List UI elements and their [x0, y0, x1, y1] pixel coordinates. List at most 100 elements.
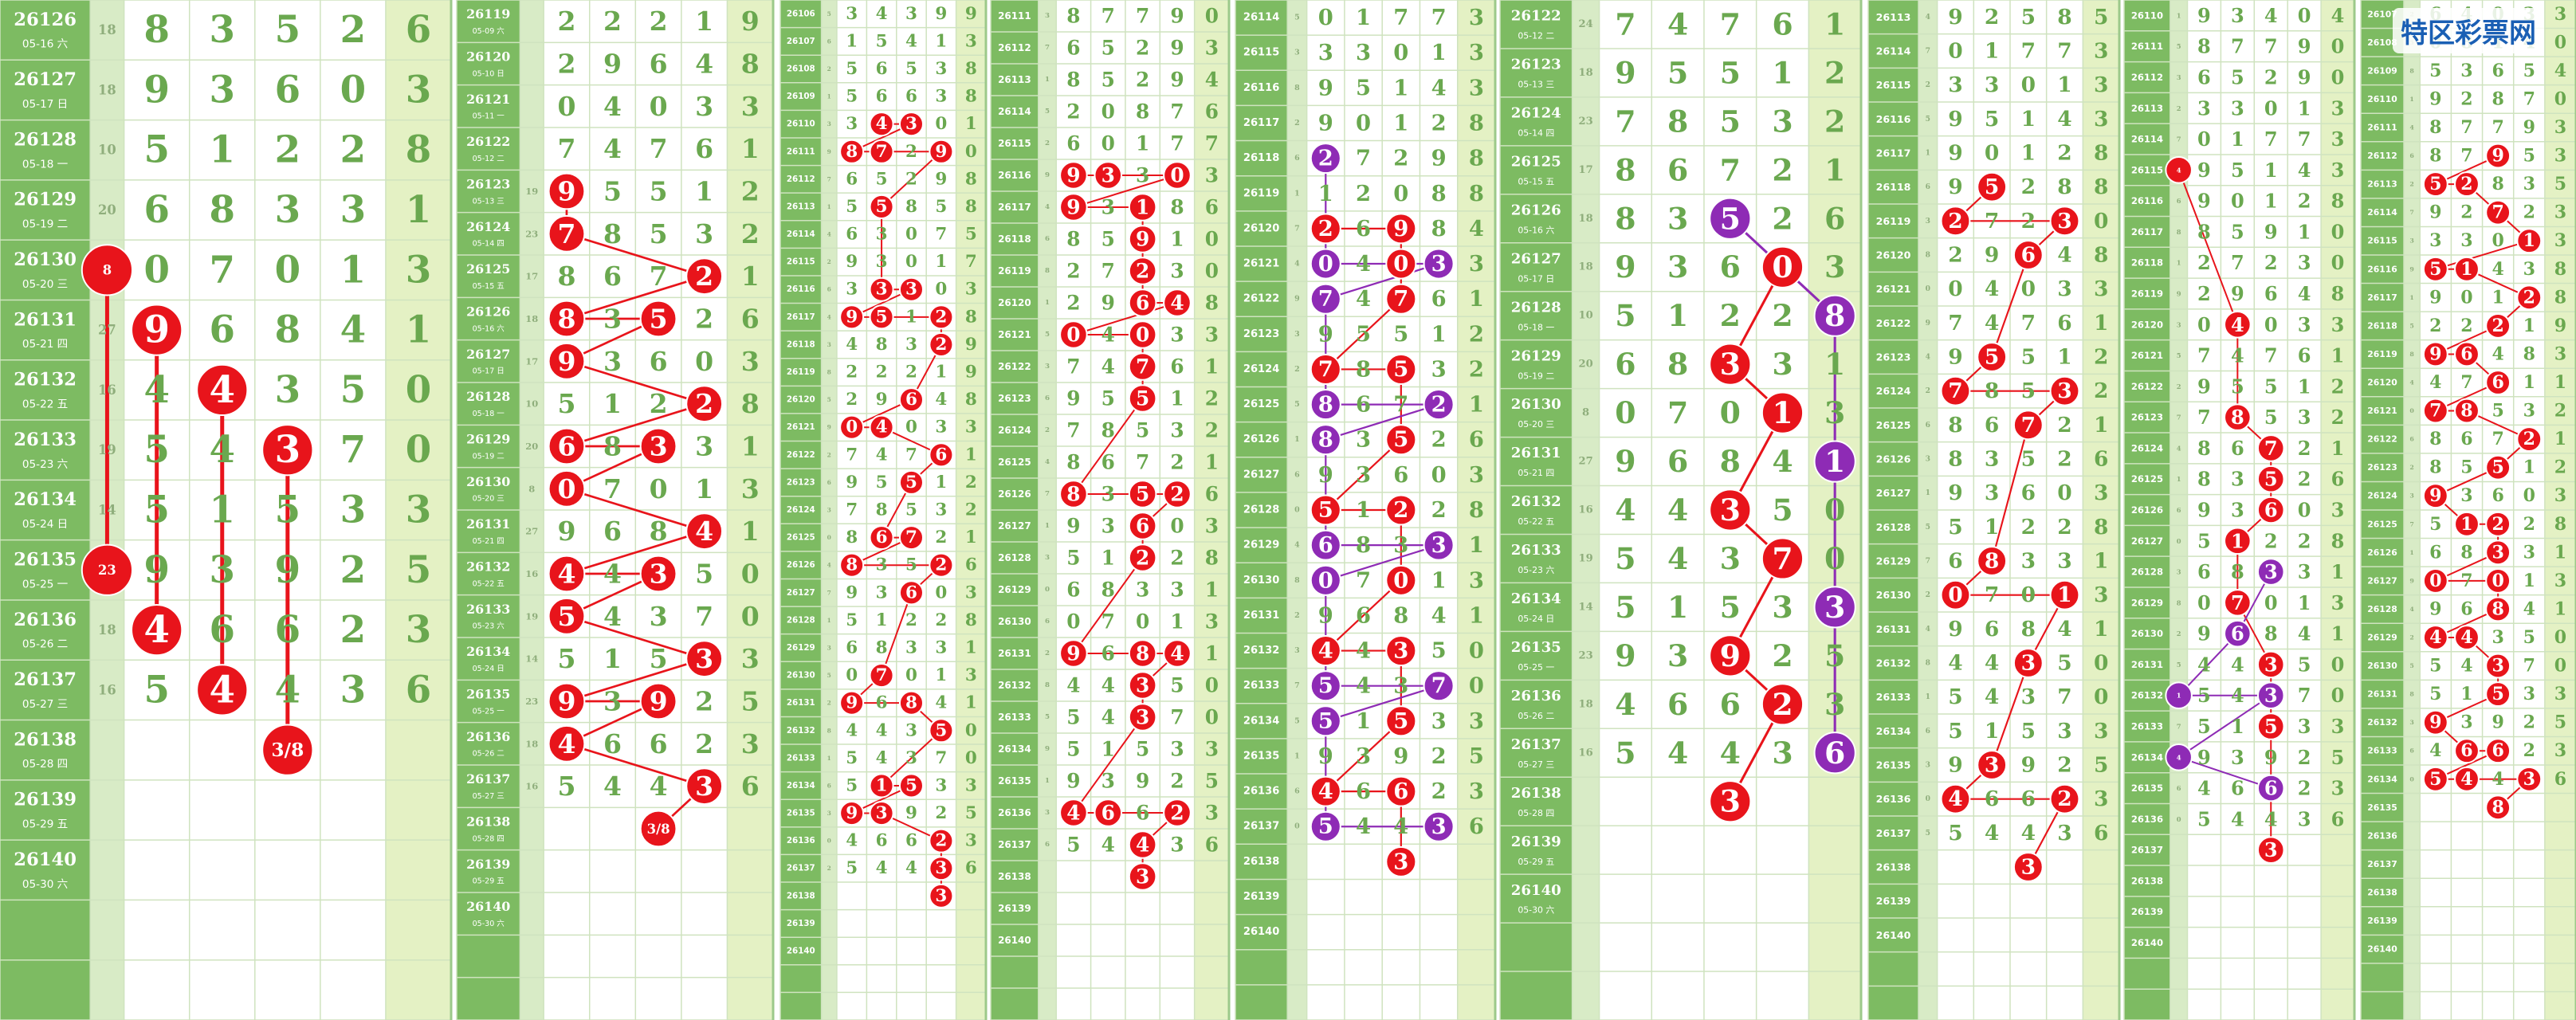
period: 26137	[466, 771, 510, 787]
period: 26137	[998, 839, 1031, 850]
sum-digit: 2	[741, 218, 760, 249]
sum-digit: 1	[2094, 617, 2108, 641]
sum-digit: 6	[965, 555, 977, 575]
sum-digit: 3	[2554, 485, 2566, 506]
digit: 4	[905, 858, 917, 878]
sum-digit: 0	[2554, 32, 2566, 53]
digit: 9	[650, 686, 668, 717]
gap-value: 5	[2409, 322, 2413, 329]
gap-value: 19	[1578, 552, 1592, 564]
digit: 3	[650, 559, 668, 590]
digit: 7	[1136, 451, 1149, 474]
digit: 3	[905, 114, 917, 134]
digit: 4	[935, 390, 947, 410]
period: 26111	[2131, 41, 2163, 52]
digit: 8	[876, 638, 888, 657]
digit: 4	[2057, 107, 2071, 131]
digit: 1	[695, 176, 713, 207]
digit: 2	[1985, 5, 1999, 29]
digit: 5	[557, 643, 575, 674]
gap-value: 7	[2177, 135, 2181, 143]
hit-circle	[2454, 256, 2480, 282]
period: 26135	[1511, 639, 1561, 656]
hit-circle	[869, 139, 894, 164]
hit-circle	[2485, 143, 2511, 169]
digit: 2	[2197, 282, 2211, 305]
sum-digit: 5	[1205, 770, 1219, 793]
gap-column	[1287, 0, 1307, 1020]
hit-circle	[1128, 384, 1157, 413]
digit: 9	[1318, 110, 1333, 135]
gap-value: 2	[827, 258, 831, 265]
digit: 4	[2231, 313, 2244, 336]
digit: 2	[340, 608, 366, 652]
digit: 9	[846, 252, 858, 272]
sum-digit: 1	[2331, 437, 2345, 460]
period: 26129	[1511, 347, 1561, 364]
gap-value: 1	[1294, 435, 1300, 444]
digit: 2	[1720, 298, 1741, 333]
digit: 9	[2197, 159, 2211, 182]
digit: 4	[210, 668, 235, 712]
digit: 9	[2264, 746, 2278, 769]
digit: 7	[2264, 128, 2278, 151]
gap-value: 8	[2177, 228, 2181, 236]
trend-line	[2177, 169, 2239, 325]
period: 26131	[14, 309, 77, 330]
digit: 4	[1985, 311, 1999, 335]
sum-digit: 0	[1205, 228, 1219, 251]
gap-value: 8	[2409, 691, 2413, 698]
sum-digit: 6	[406, 8, 431, 52]
digit: 0	[1393, 40, 1408, 65]
gap-value: 4	[1926, 353, 1930, 362]
sum-digit: 0	[2554, 88, 2566, 109]
period: 26127	[2131, 536, 2163, 547]
gap-value: 8	[2177, 598, 2181, 606]
digit: 3	[1136, 164, 1149, 187]
sum-digit: 3	[406, 68, 431, 112]
period: 26122	[2367, 434, 2397, 445]
date: 05-19 二	[22, 218, 68, 231]
date: 05-16 六	[473, 324, 505, 333]
digit: 7	[1066, 355, 1080, 379]
sum-digit: 0	[741, 601, 760, 632]
digit: 0	[1720, 395, 1741, 430]
period: 26123	[1243, 328, 1279, 340]
digit: 0	[2231, 190, 2244, 213]
digit: 7	[905, 445, 917, 465]
period: 26119	[1876, 215, 1911, 227]
sum-digit: 5	[1824, 638, 1845, 673]
digit: 2	[1136, 37, 1149, 60]
period: 26132	[2131, 690, 2163, 701]
digit: 7	[2057, 39, 2071, 64]
period: 26120	[2367, 378, 2397, 388]
hit-circle	[2256, 558, 2285, 586]
sum-digit: 3	[965, 418, 977, 437]
digit: 7	[2492, 202, 2503, 223]
digit: 7	[340, 428, 366, 472]
digit: 7	[650, 261, 668, 292]
digit: 8	[1066, 69, 1080, 92]
digit: 6	[935, 445, 947, 465]
sum-digit: 8	[2094, 515, 2108, 539]
digit: 5	[1948, 821, 1962, 845]
gap-value: 6	[1294, 470, 1300, 479]
sum-digit: 2	[741, 176, 760, 207]
gap-value: 16	[1578, 747, 1592, 759]
trend-line	[2178, 694, 2272, 759]
period: 26115	[998, 138, 1031, 149]
digit: 7	[1318, 286, 1333, 312]
digit: 4	[1101, 674, 1115, 697]
digit: 7	[2264, 35, 2278, 58]
period: 26139	[787, 919, 815, 928]
digit: 6	[2460, 598, 2472, 619]
digit: 8	[2197, 468, 2211, 491]
hit-circle	[1163, 161, 1192, 190]
digit: 2	[1170, 547, 1184, 570]
hit-circle	[929, 718, 954, 743]
digit: 3	[1772, 104, 1793, 139]
digit: 4	[2231, 344, 2244, 367]
digit: 9	[1720, 638, 1741, 673]
hit-circle	[2485, 738, 2511, 764]
sum-digit: 1	[1824, 444, 1845, 479]
